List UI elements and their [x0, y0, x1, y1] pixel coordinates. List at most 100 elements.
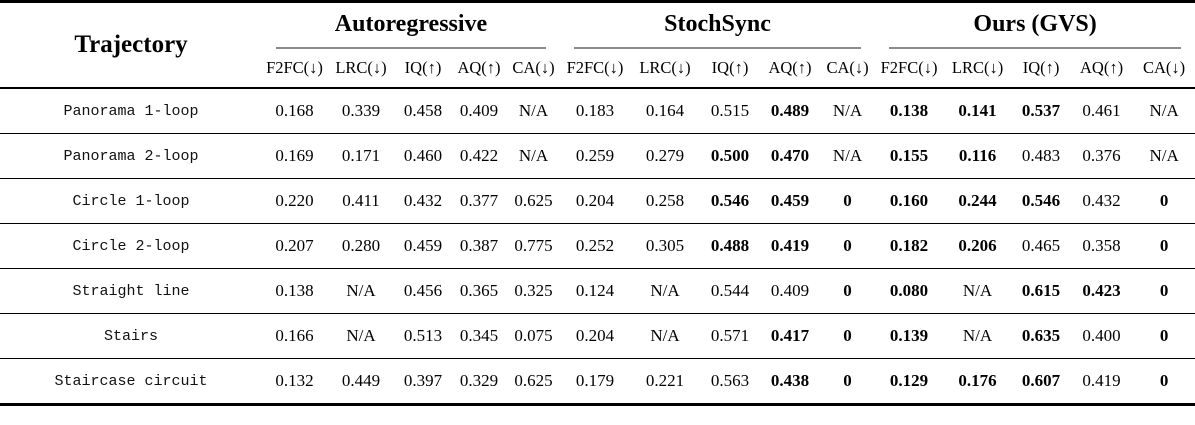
metric-value-cell: 0.116	[943, 133, 1013, 179]
metric-header-stochsync-f2fc: F2FC(↓)	[560, 49, 630, 89]
metric-value-cell: 0	[1133, 313, 1195, 359]
metric-value-cell: N/A	[820, 133, 876, 179]
metric-value-cell: 0.409	[459, 101, 499, 120]
metric-value-cell: 0.423	[1070, 268, 1134, 314]
metric-value-cell: 0.500	[700, 133, 760, 179]
trajectory-cell: Panorama 2-loop	[0, 133, 262, 179]
metric-value-cell: 0.339	[341, 101, 381, 120]
metric-value-cell: 0.160	[875, 178, 944, 224]
metric-value-cell: 0.329	[451, 358, 507, 405]
metric-value-cell: 0.244	[943, 178, 1013, 224]
metric-header-ours-gvs-lrc: LRC(↓)	[943, 49, 1013, 89]
table-row: Panorama 2-loop 0.169 0.171 0.460 0.422 N/A 0.…	[0, 133, 1195, 179]
metric-value-cell: 0.460	[395, 133, 451, 179]
metric-value-cell: 0.625	[507, 178, 560, 224]
metric-value-cell: 0.515	[710, 101, 750, 120]
group-header-ours-gvs: Ours (GVS)	[875, 2, 1195, 49]
metric-value-cell: 0.483	[1012, 133, 1071, 179]
metric-header-stochsync-aq: AQ(↑)	[760, 49, 820, 89]
metric-header-autoregressive-aq: AQ(↑)	[451, 49, 507, 89]
metric-value-cell: N/A	[630, 268, 700, 314]
metric-value-cell: 0.129	[875, 358, 944, 405]
metric-value-cell: 0.132	[262, 358, 327, 405]
metric-value-cell: N/A	[943, 313, 1013, 359]
metric-header-autoregressive-iq: IQ(↑)	[395, 49, 451, 89]
group-header-stochsync: StochSync	[560, 2, 875, 49]
metric-value-cell: 0.259	[560, 133, 630, 179]
metric-value-cell: 0.775	[507, 223, 560, 269]
metric-value-cell: 0.513	[395, 313, 451, 359]
metric-value-cell: 0.141	[958, 101, 997, 120]
group-title-stochsync: StochSync	[664, 11, 771, 37]
metric-value-cell: 0.397	[395, 358, 451, 405]
table-row: Straight line 0.138 N/A 0.456 0.365 0.325 0.12…	[0, 268, 1195, 314]
group-header-autoregressive: Autoregressive	[262, 2, 560, 49]
trajectory-cell: Panorama 1-loop	[63, 102, 199, 120]
metric-value-cell: 0.422	[451, 133, 507, 179]
group-title-ours-gvs: Ours (GVS)	[973, 11, 1097, 37]
group-underline	[276, 47, 546, 49]
metric-value-cell: N/A	[630, 313, 700, 359]
trajectory-column-header: Trajectory	[0, 1, 262, 89]
metric-header-row: F2FC(↓) LRC(↓) IQ(↑) AQ(↑) CA(↓) F2FC(↓) LRC(↓…	[0, 49, 1195, 89]
metric-header-ours-gvs-iq: IQ(↑)	[1012, 49, 1071, 89]
metric-value-cell: 0.546	[700, 178, 760, 224]
metric-value-cell: 0.182	[875, 223, 944, 269]
metric-header-autoregressive-lrc: LRC(↓)	[327, 49, 395, 89]
metric-value-cell: 0.461	[1082, 101, 1121, 120]
metric-value-cell: 0.625	[507, 358, 560, 405]
metric-value-cell: 0	[820, 358, 876, 405]
metric-value-cell: 0.419	[1070, 358, 1134, 405]
metric-value-cell: 0.204	[560, 313, 630, 359]
metric-value-cell: 0	[820, 313, 876, 359]
trajectory-cell: Stairs	[0, 313, 262, 359]
metric-value-cell: 0.358	[1070, 223, 1134, 269]
metric-value-cell: N/A	[832, 101, 863, 120]
metric-value-cell: 0.080	[875, 268, 944, 314]
metric-header-stochsync-lrc: LRC(↓)	[630, 49, 700, 89]
metric-header-autoregressive-ca: CA(↓)	[507, 49, 560, 89]
metric-value-cell: N/A	[943, 268, 1013, 314]
metric-value-cell: 0.377	[451, 178, 507, 224]
metric-value-cell: 0.220	[262, 178, 327, 224]
metric-value-cell: 0.571	[700, 313, 760, 359]
metric-value-cell: N/A	[518, 101, 549, 120]
metric-value-cell: 0.206	[943, 223, 1013, 269]
metric-value-cell: 0	[820, 223, 876, 269]
metric-value-cell: N/A	[327, 313, 395, 359]
metric-value-cell: N/A	[1149, 101, 1179, 120]
metric-value-cell: 0.124	[560, 268, 630, 314]
metric-value-cell: 0.138	[262, 268, 327, 314]
trajectory-cell: Circle 1-loop	[0, 178, 262, 224]
metric-value-cell: 0.280	[327, 223, 395, 269]
results-table: Trajectory Autoregressive StochSync Ours…	[0, 0, 1195, 406]
metric-header-ours-gvs-f2fc: F2FC(↓)	[875, 49, 944, 89]
metric-value-cell: 0.387	[451, 223, 507, 269]
metric-value-cell: 0.279	[630, 133, 700, 179]
metric-value-cell: 0.400	[1070, 313, 1134, 359]
metric-value-cell: 0.138	[889, 101, 929, 120]
trajectory-cell: Straight line	[0, 268, 262, 314]
metric-value-cell: 0.166	[262, 313, 327, 359]
metric-value-cell: 0.139	[875, 313, 944, 359]
metric-value-cell: 0.179	[560, 358, 630, 405]
metric-value-cell: 0.438	[760, 358, 820, 405]
metric-value-cell: 0.465	[1012, 223, 1071, 269]
metric-value-cell: 0.075	[507, 313, 560, 359]
metric-value-cell: 0	[1133, 358, 1195, 405]
metric-value-cell: 0.488	[700, 223, 760, 269]
metric-value-cell: 0.537	[1021, 101, 1061, 120]
group-title-autoregressive: Autoregressive	[334, 11, 488, 37]
metric-value-cell: N/A	[507, 133, 560, 179]
metric-value-cell: 0.615	[1012, 268, 1071, 314]
metric-value-cell: 0.489	[770, 101, 810, 120]
metric-header-ours-gvs-aq: AQ(↑)	[1070, 49, 1134, 89]
metric-value-cell: 0.449	[327, 358, 395, 405]
metric-value-cell: 0.305	[630, 223, 700, 269]
metric-header-autoregressive-f2fc: F2FC(↓)	[262, 49, 327, 89]
metric-value-cell: 0.376	[1070, 133, 1134, 179]
metric-value-cell: 0.221	[630, 358, 700, 405]
metric-value-cell: 0.409	[760, 268, 820, 314]
table-row: Stairs 0.166 N/A 0.513 0.345 0.075 0.204 N/A 0.5…	[0, 313, 1195, 359]
